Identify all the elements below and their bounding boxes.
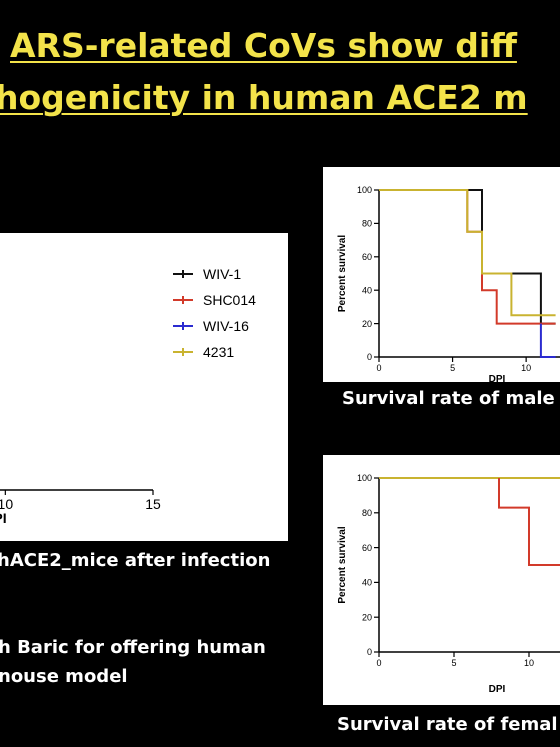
caption-left: hACE2_mice after infection — [0, 550, 271, 571]
legend-label: 4231 — [203, 344, 234, 360]
acknowledgement-line1: h Baric for offering human — [0, 637, 266, 658]
x-axis-label: PI — [0, 510, 7, 526]
legend-label: WIV-1 — [203, 266, 241, 282]
x-tick-label: 10 — [524, 658, 534, 668]
x-tick-label: 0 — [376, 658, 381, 668]
chart-panel-left: 10 15 PI WIV-1 SHC014 WIV-16 4231 — [0, 0, 288, 541]
series-line-2 — [539, 323, 556, 358]
slide-title-line2: hogenicity in human ACE2 m — [0, 78, 528, 117]
series-line-1 — [498, 478, 560, 566]
y-axis-label: Percent survival — [337, 235, 348, 312]
y-tick-label: 60 — [362, 252, 372, 262]
x-tick-label: 0 — [376, 363, 381, 373]
chart-panel-male: 0 5 10 0 20 40 60 80 100 DPI Percent survival — [323, 167, 560, 385]
x-tick-label: 10 — [0, 496, 13, 512]
caption-male: Survival rate of male — [342, 388, 555, 409]
y-axis-label: Percent survival — [337, 526, 348, 603]
caption-female: Survival rate of femal — [337, 714, 558, 735]
x-axis-label: DPI — [489, 374, 506, 382]
y-tick-label: 0 — [367, 647, 372, 657]
acknowledgement-line2: nouse model — [0, 666, 128, 687]
x-tick-label: 15 — [145, 496, 161, 512]
y-tick-label: 0 — [367, 352, 372, 362]
y-tick-label: 20 — [362, 319, 372, 329]
y-tick-label: 80 — [362, 508, 372, 518]
legend-label: SHC014 — [203, 292, 256, 308]
y-tick-label: 20 — [362, 612, 372, 622]
chart-panel-female: 0 5 10 0 20 40 60 80 100 DPI Percent survival — [323, 455, 560, 705]
y-tick-label: 100 — [357, 185, 372, 195]
legend-label: WIV-16 — [203, 318, 249, 334]
survival-chart-all: 10 15 PI WIV-1 SHC014 WIV-16 4231 — [0, 0, 256, 526]
y-tick-label: 60 — [362, 543, 372, 553]
x-axis-label: DPI — [489, 684, 506, 695]
x-tick-label: 5 — [451, 658, 456, 668]
y-tick-label: 40 — [362, 578, 372, 588]
y-tick-label: 40 — [362, 285, 372, 295]
y-tick-label: 80 — [362, 219, 372, 229]
slide-title-line1: ARS-related CoVs show diff — [10, 26, 517, 65]
x-tick-label: 5 — [450, 363, 455, 373]
x-tick-label: 10 — [521, 363, 531, 373]
series-line-3 — [379, 189, 556, 317]
y-tick-label: 100 — [357, 473, 372, 483]
